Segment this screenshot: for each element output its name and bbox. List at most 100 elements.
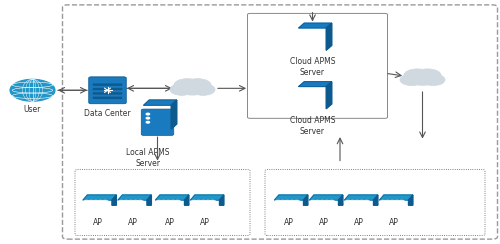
Text: Local APMS
Server: Local APMS Server (126, 148, 169, 168)
Circle shape (408, 71, 438, 85)
Text: Data Center: Data Center (84, 109, 131, 118)
FancyBboxPatch shape (154, 198, 186, 209)
Circle shape (288, 200, 296, 204)
FancyBboxPatch shape (296, 90, 329, 115)
Circle shape (136, 200, 143, 204)
Text: AP: AP (354, 218, 364, 226)
Circle shape (328, 200, 335, 204)
Circle shape (380, 200, 386, 204)
Circle shape (301, 94, 304, 96)
FancyBboxPatch shape (378, 198, 410, 209)
Circle shape (209, 200, 216, 204)
FancyBboxPatch shape (273, 198, 305, 209)
FancyBboxPatch shape (296, 31, 329, 56)
Circle shape (279, 200, 286, 204)
Circle shape (354, 200, 361, 204)
Polygon shape (299, 23, 332, 28)
Circle shape (349, 200, 356, 204)
Text: User: User (24, 105, 41, 114)
Circle shape (358, 200, 366, 204)
Circle shape (398, 200, 405, 204)
FancyBboxPatch shape (116, 198, 148, 209)
FancyBboxPatch shape (189, 198, 221, 209)
Polygon shape (299, 82, 332, 87)
FancyBboxPatch shape (343, 198, 375, 209)
Polygon shape (184, 195, 189, 205)
Circle shape (389, 200, 396, 204)
FancyBboxPatch shape (248, 13, 388, 118)
Circle shape (174, 79, 201, 92)
Polygon shape (304, 195, 308, 205)
Polygon shape (344, 195, 378, 200)
Circle shape (204, 200, 212, 204)
FancyBboxPatch shape (142, 109, 174, 135)
Polygon shape (220, 195, 224, 205)
Polygon shape (326, 82, 332, 109)
FancyBboxPatch shape (176, 88, 210, 94)
FancyBboxPatch shape (308, 198, 340, 209)
Circle shape (314, 200, 321, 204)
Text: AP: AP (92, 218, 102, 226)
Circle shape (301, 35, 304, 37)
Circle shape (301, 98, 304, 99)
Circle shape (195, 200, 202, 204)
Circle shape (156, 200, 162, 204)
Circle shape (363, 200, 370, 204)
Polygon shape (83, 195, 116, 200)
Polygon shape (171, 100, 177, 129)
Polygon shape (112, 195, 116, 205)
Circle shape (394, 200, 400, 204)
Circle shape (274, 200, 281, 204)
Circle shape (344, 200, 352, 204)
Circle shape (170, 200, 176, 204)
Circle shape (146, 117, 150, 119)
Circle shape (324, 200, 330, 204)
FancyBboxPatch shape (75, 170, 250, 235)
Circle shape (174, 200, 181, 204)
Circle shape (146, 113, 150, 115)
Circle shape (132, 200, 139, 204)
Text: AP: AP (284, 218, 294, 226)
Polygon shape (144, 100, 177, 105)
Text: AP: AP (319, 218, 329, 226)
Text: AP: AP (200, 218, 210, 226)
Circle shape (301, 39, 304, 41)
Text: AP: AP (389, 218, 399, 226)
Polygon shape (118, 195, 152, 200)
Circle shape (191, 84, 215, 95)
Polygon shape (190, 195, 224, 200)
Circle shape (421, 74, 445, 86)
Text: AP: AP (128, 218, 138, 226)
Circle shape (414, 69, 441, 82)
Text: Cloud APMS
Server: Cloud APMS Server (290, 116, 335, 136)
Circle shape (310, 200, 316, 204)
Circle shape (200, 200, 207, 204)
Polygon shape (147, 195, 152, 205)
Circle shape (128, 200, 134, 204)
FancyBboxPatch shape (93, 83, 122, 86)
FancyBboxPatch shape (89, 77, 126, 104)
Polygon shape (274, 195, 308, 200)
FancyBboxPatch shape (406, 78, 440, 84)
Circle shape (92, 200, 100, 204)
Circle shape (10, 79, 55, 101)
Circle shape (184, 79, 211, 92)
Circle shape (97, 200, 104, 204)
Circle shape (301, 102, 304, 103)
Circle shape (122, 200, 130, 204)
Circle shape (284, 200, 291, 204)
Circle shape (102, 200, 108, 204)
Circle shape (118, 200, 125, 204)
Circle shape (190, 200, 198, 204)
Polygon shape (380, 195, 413, 200)
Circle shape (170, 84, 194, 95)
Circle shape (400, 74, 424, 86)
Circle shape (160, 200, 167, 204)
Polygon shape (310, 195, 343, 200)
Circle shape (83, 200, 90, 204)
Circle shape (384, 200, 391, 204)
Polygon shape (156, 195, 189, 200)
Circle shape (301, 43, 304, 45)
FancyBboxPatch shape (62, 5, 498, 239)
Text: AP: AP (165, 218, 175, 226)
